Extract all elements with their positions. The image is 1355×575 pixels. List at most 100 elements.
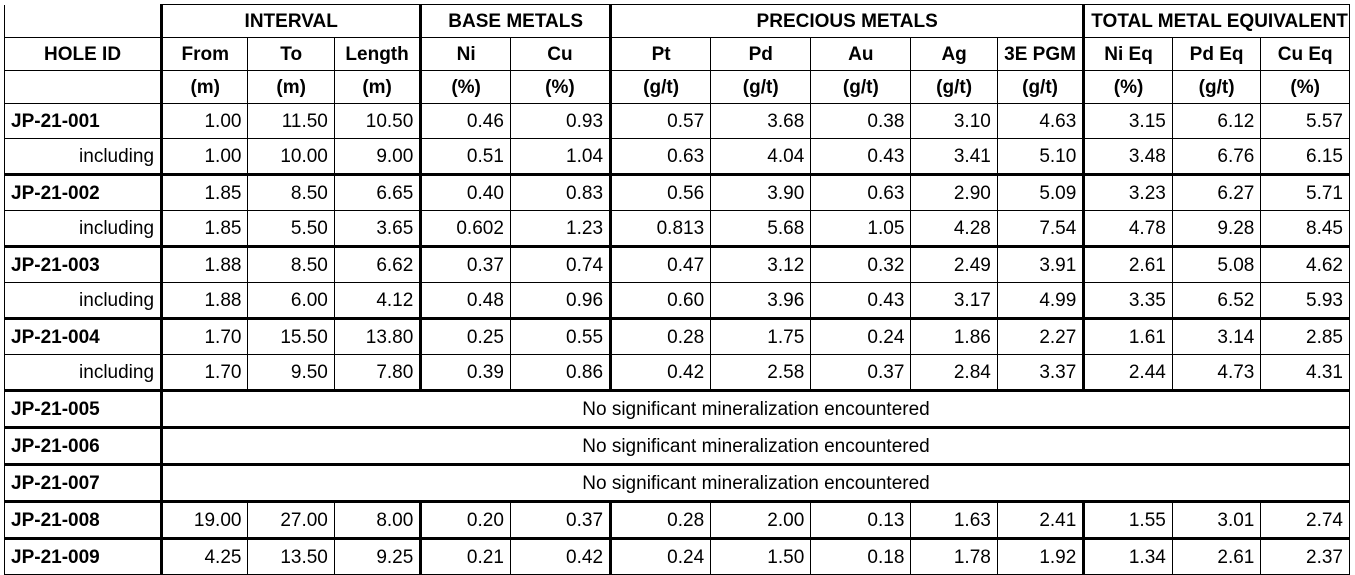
value-cell: 4.62 [1260,245,1350,283]
hole-id-cell: JP-21-006 [3,426,164,465]
value-cell: 9.28 [1171,210,1262,247]
value-cell: 1.70 [161,354,249,391]
value-cell: 13.50 [247,537,335,575]
column-header-name: Ni [420,37,511,71]
including-label: including [3,282,164,319]
value-cell: 3.15 [1083,103,1173,139]
table-row-including: including 1.85 5.50 3.65 0.602 1.23 0.813 5.68 1… [3,210,1350,247]
value-cell: 3.35 [1083,282,1173,319]
column-header-unit: (g/t) [910,70,998,104]
value-cell: 2.27 [996,317,1086,355]
no-mineralization-note: No significant mineralization encountere… [161,463,1350,502]
value-cell: 6.76 [1171,138,1262,175]
value-cell: 0.40 [420,173,511,211]
value-cell: 0.86 [509,354,613,391]
value-cell: 8.50 [247,245,335,283]
value-cell: 0.42 [509,537,613,575]
value-cell: 0.18 [810,537,912,575]
value-cell: 0.43 [810,138,912,175]
value-cell: 1.23 [509,210,613,247]
value-cell: 5.68 [710,210,812,247]
value-cell: 0.83 [509,173,613,211]
value-cell: 1.63 [910,500,998,539]
column-header-unit: (m) [161,70,249,104]
value-cell: 6.52 [1171,282,1262,319]
column-header-name: Pt [610,37,712,71]
table-body: JP-21-001 1.00 11.50 10.50 0.46 0.93 0.57 3.68 0… [3,103,1350,575]
value-cell: 2.58 [710,354,812,391]
value-cell: 0.20 [420,500,511,539]
value-cell: 4.73 [1171,354,1262,391]
value-cell: 3.17 [910,282,998,319]
column-header-unit: (g/t) [810,70,912,104]
value-cell: 0.48 [420,282,511,319]
value-cell: 1.88 [161,282,249,319]
column-header-name: To [247,37,335,71]
table-row: JP-21-002 1.85 8.50 6.65 0.40 0.83 0.56 3.90 0.6… [3,173,1350,211]
value-cell: 1.00 [161,103,249,139]
value-cell: 7.80 [333,354,423,391]
value-cell: 0.37 [810,354,912,391]
value-cell: 3.37 [996,354,1086,391]
table-row: JP-21-004 1.70 15.50 13.80 0.25 0.55 0.28 1.75 0… [3,317,1350,355]
value-cell: 1.55 [1083,500,1173,539]
value-cell: 3.41 [910,138,998,175]
value-cell: 3.68 [710,103,812,139]
value-cell: 1.86 [910,317,998,355]
column-header-name: Ni Eq [1083,37,1173,71]
value-cell: 2.41 [996,500,1086,539]
value-cell: 1.00 [161,138,249,175]
value-cell: 0.25 [420,317,511,355]
value-cell: 0.47 [610,245,712,283]
table-row: JP-21-001 1.00 11.50 10.50 0.46 0.93 0.57 3.68 0… [3,103,1350,139]
value-cell: 4.25 [161,537,249,575]
value-cell: 0.24 [810,317,912,355]
column-header-name: Au [810,37,912,71]
value-cell: 4.12 [333,282,423,319]
value-cell: 1.85 [161,210,249,247]
value-cell: 0.42 [610,354,712,391]
value-cell: 3.23 [1083,173,1173,211]
value-cell: 2.85 [1260,317,1350,355]
value-cell: 5.57 [1260,103,1350,139]
column-header-unit: (m) [333,70,423,104]
value-cell: 13.80 [333,317,423,355]
value-cell: 4.78 [1083,210,1173,247]
column-header-unit: (g/t) [710,70,812,104]
column-header-unit: (g/t) [996,70,1086,104]
value-cell: 5.10 [996,138,1086,175]
value-cell: 9.50 [247,354,335,391]
value-cell: 10.00 [247,138,335,175]
value-cell: 8.00 [333,500,423,539]
value-cell: 0.813 [610,210,712,247]
value-cell: 9.25 [333,537,423,575]
value-cell: 3.12 [710,245,812,283]
value-cell: 1.04 [509,138,613,175]
value-cell: 0.21 [420,537,511,575]
value-cell: 5.71 [1260,173,1350,211]
value-cell: 0.39 [420,354,511,391]
value-cell: 4.28 [910,210,998,247]
value-cell: 3.90 [710,173,812,211]
hole-id-cell: JP-21-004 [3,317,164,355]
hole-id-cell: JP-21-002 [3,173,164,211]
value-cell: 2.49 [910,245,998,283]
column-name-row: HOLE ID From To Length Ni Cu Pt Pd Au Ag 3E PGM Ni… [3,37,1350,71]
value-cell: 8.45 [1260,210,1350,247]
column-header-name: Pd Eq [1171,37,1262,71]
value-cell: 0.96 [509,282,613,319]
value-cell: 0.55 [509,317,613,355]
value-cell: 0.63 [610,138,712,175]
table-row: JP-21-006 No significant mineralization e… [3,426,1350,465]
value-cell: 6.62 [333,245,423,283]
value-cell: 4.04 [710,138,812,175]
value-cell: 9.00 [333,138,423,175]
including-label: including [3,354,164,391]
value-cell: 2.74 [1260,500,1350,539]
value-cell: 3.48 [1083,138,1173,175]
value-cell: 1.34 [1083,537,1173,575]
value-cell: 6.15 [1260,138,1350,175]
column-header-unit: (m) [247,70,335,104]
value-cell: 0.46 [420,103,511,139]
value-cell: 1.88 [161,245,249,283]
